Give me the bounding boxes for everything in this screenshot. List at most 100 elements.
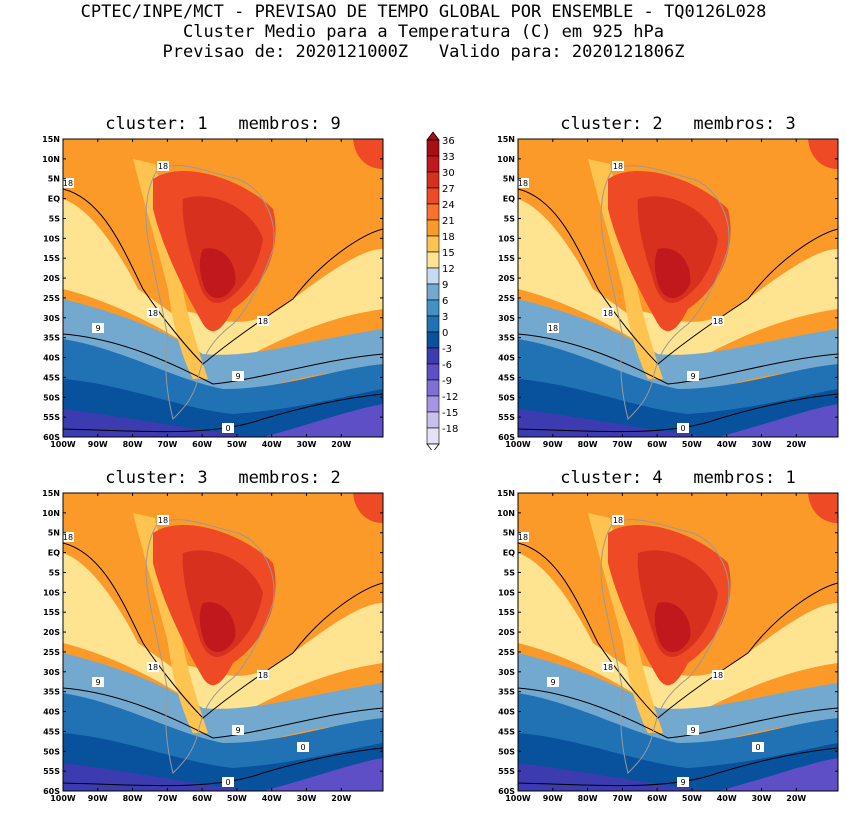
colorbar-label: 33: [442, 152, 455, 163]
lon-label: 80W: [578, 440, 598, 449]
lon-label: 50W: [227, 794, 247, 803]
lon-label: 50W: [682, 794, 702, 803]
svg-text:9: 9: [95, 678, 100, 687]
map-panel-1: 18 18 18 18 9 9 0 15N 10N 5N EQ 5S 10S 15S 20S 25S 30S 35…: [42, 135, 384, 449]
coastline: [145, 165, 275, 420]
field-purple: [263, 404, 383, 437]
contour-label: 9: [687, 725, 699, 735]
field-nw: [353, 493, 383, 523]
field-red3: [199, 248, 236, 299]
colorbar-swatch: [426, 267, 440, 285]
lon-label: 100W: [505, 440, 531, 449]
svg-text:9: 9: [680, 778, 685, 787]
contour-label: 9: [92, 677, 104, 687]
lat-label: 10N: [497, 509, 515, 518]
contour-label: 18: [157, 161, 169, 171]
lon-label: 40W: [717, 440, 737, 449]
lon-label: 70W: [612, 794, 632, 803]
panel-3-title: cluster: 3 membros: 2: [105, 468, 341, 488]
svg-text:9: 9: [95, 324, 100, 333]
lat-label: 35S: [43, 334, 60, 343]
svg-text:0: 0: [225, 424, 230, 433]
lon-label: 60W: [192, 794, 212, 803]
colorbar-label: 15: [442, 248, 455, 259]
lat-label: 15N: [42, 489, 60, 498]
lat-label: 15N: [497, 489, 515, 498]
lat-label: 10S: [43, 234, 60, 243]
lat-label: 50S: [43, 747, 60, 756]
contour-label: 18: [612, 161, 624, 171]
lat-label: 45S: [43, 373, 60, 382]
lat-label: 55S: [43, 413, 60, 422]
colorbar-swatch: [426, 427, 440, 445]
map-frame: [517, 138, 839, 438]
svg-text:18: 18: [158, 516, 168, 525]
field-blue3: [518, 409, 718, 437]
colorbar-label: 27: [442, 184, 455, 195]
lat-label: 30S: [43, 314, 60, 323]
contour-0: [518, 393, 838, 433]
contour-18: [63, 188, 383, 365]
svg-text:18: 18: [613, 516, 623, 525]
contour-label: 9: [232, 725, 244, 735]
lat-label: 15S: [43, 608, 60, 617]
field-red3: [199, 602, 236, 653]
lon-label: 80W: [123, 440, 143, 449]
svg-text:9: 9: [235, 372, 240, 381]
svg-text:18: 18: [148, 663, 158, 672]
contour-label: 0: [752, 742, 764, 752]
svg-text:9: 9: [690, 372, 695, 381]
svg-text:18: 18: [258, 317, 268, 326]
colorbar-swatch: [426, 251, 440, 269]
contour-18: [518, 542, 838, 719]
lon-label: 30W: [296, 794, 316, 803]
lat-label: 30S: [498, 668, 515, 677]
lat-label: 15S: [43, 254, 60, 263]
lat-label: 5N: [48, 175, 60, 184]
lon-label: 100W: [505, 794, 531, 803]
header-line-3: Previsao de: 2020121000Z Valido para: 20…: [162, 42, 685, 62]
field-red3: [654, 248, 691, 299]
field-lightBlue: [63, 653, 383, 753]
contour-label: 18: [602, 662, 614, 672]
field-lightBlue: [518, 299, 838, 399]
contour-label: 18: [518, 532, 529, 542]
lon-label: 60W: [192, 440, 212, 449]
contour-label: 9: [677, 777, 689, 787]
lat-label: 55S: [498, 767, 515, 776]
lat-label: 15S: [498, 254, 515, 263]
contour-0: [63, 747, 383, 787]
contour-label: 0: [222, 777, 234, 787]
svg-text:18: 18: [518, 179, 528, 188]
contour-label: 18: [63, 178, 74, 188]
field-andesYellow: [588, 513, 663, 733]
lat-label: 20S: [498, 628, 515, 637]
lat-label: 45S: [498, 373, 515, 382]
colorbar-swatch: [426, 363, 440, 381]
svg-text:18: 18: [548, 324, 558, 333]
lon-label: 70W: [157, 794, 177, 803]
contour-label: 18: [157, 515, 169, 525]
field-yellowLow: [63, 199, 383, 369]
lon-label: 80W: [578, 794, 598, 803]
svg-text:18: 18: [63, 533, 73, 542]
svg-text:18: 18: [148, 309, 158, 318]
colorbar-label: 0: [442, 328, 448, 339]
lat-label: 5S: [504, 214, 516, 223]
colorbar-swatch: [426, 155, 440, 173]
svg-text:18: 18: [613, 162, 623, 171]
lat-label: 10N: [497, 155, 515, 164]
lat-label: 5N: [503, 529, 515, 538]
lat-label: 30S: [43, 668, 60, 677]
lat-label: 10N: [42, 509, 60, 518]
field-nw: [808, 139, 838, 169]
lat-label: 35S: [498, 688, 515, 697]
svg-text:0: 0: [755, 743, 760, 752]
lat-label: 25S: [43, 648, 60, 657]
svg-text:18: 18: [258, 671, 268, 680]
lat-label: 10S: [498, 234, 515, 243]
colorbar-swatch: [426, 219, 440, 237]
contour-label: 18: [257, 316, 269, 326]
svg-text:18: 18: [603, 663, 613, 672]
lat-label: 5N: [503, 175, 515, 184]
